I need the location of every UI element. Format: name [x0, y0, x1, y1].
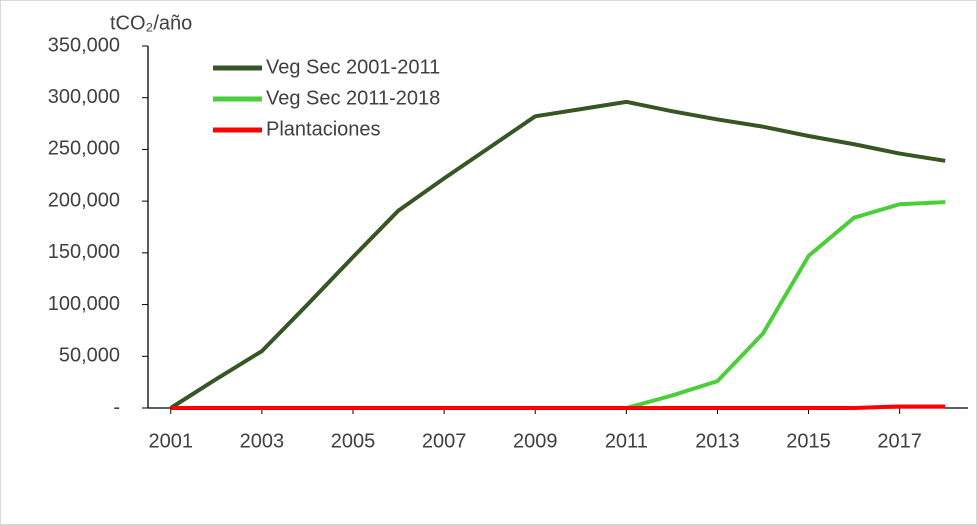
x-tick-label: 2009 — [513, 430, 558, 452]
x-tick-label: 2013 — [695, 430, 740, 452]
y-tick-label: 200,000 — [48, 189, 120, 211]
legend-label: Veg Sec 2001-2011 — [266, 56, 440, 78]
x-tick-label: 2005 — [331, 430, 376, 452]
series-line — [169, 99, 946, 410]
x-tick-label: 2001 — [149, 430, 194, 452]
y-axis-label: tCO₂/año — [110, 12, 192, 34]
legend-label: Veg Sec 2011-2018 — [266, 87, 440, 109]
x-tick-label: 2007 — [422, 430, 467, 452]
x-tick-label: 2011 — [605, 430, 648, 452]
y-tick-label: 50,000 — [59, 345, 120, 367]
y-tick-label: 150,000 — [48, 241, 120, 263]
x-tick-label: 2017 — [877, 430, 922, 452]
y-tick-label: 300,000 — [48, 86, 120, 108]
y-tick-label: 250,000 — [48, 138, 120, 160]
x-tick-label: 2015 — [786, 430, 831, 452]
series-line — [170, 404, 946, 410]
legend-label: Plantaciones — [266, 118, 381, 140]
y-tick-label: - — [113, 396, 120, 418]
x-tick-label: 2003 — [240, 430, 285, 452]
y-tick-label: 350,000 — [48, 34, 120, 56]
series-line — [625, 200, 946, 410]
y-tick-label: 100,000 — [48, 293, 120, 315]
